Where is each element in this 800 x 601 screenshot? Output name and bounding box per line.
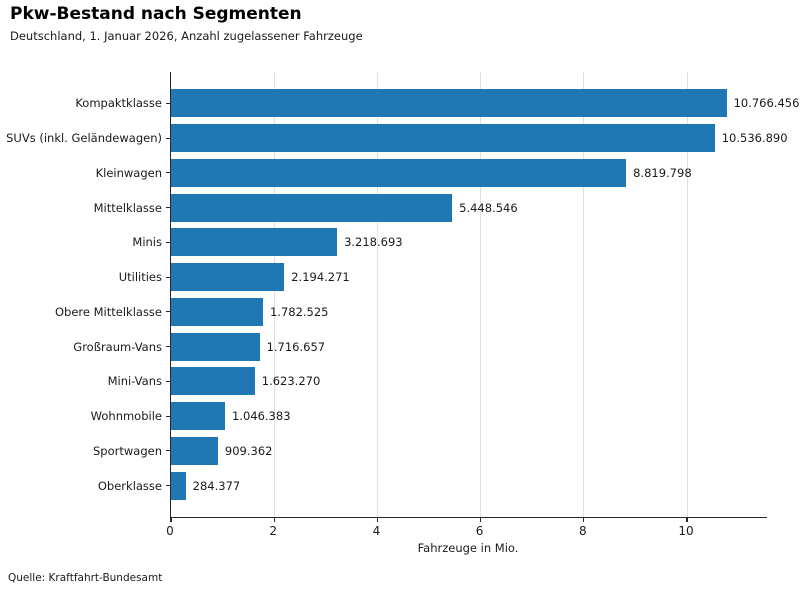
x-tick-label: 4 [372,524,381,538]
source-note: Quelle: Kraftfahrt-Bundesamt [8,572,163,584]
y-tick-mark [166,241,171,243]
x-tick-mark [686,517,688,522]
category-label: Mini-Vans [107,374,162,389]
x-tick-label: 8 [578,524,587,538]
x-tick-mark [480,517,482,522]
x-tick-label: 10 [678,524,694,538]
y-tick-mark [166,346,171,348]
bar [171,297,263,326]
x-tick-label: 2 [269,524,278,538]
bar [171,471,186,500]
y-tick-mark [166,137,171,139]
y-tick-mark [166,276,171,278]
plot-area [166,72,767,522]
category-label: Mittelklasse [93,200,162,215]
category-label: Minis [132,235,162,250]
value-label: 8.819.798 [633,165,692,180]
y-tick-mark [166,172,171,174]
x-axis-label: Fahrzeuge in Mio. [417,541,519,555]
value-label: 5.448.546 [459,200,518,215]
y-tick-mark [166,102,171,104]
y-tick-mark [166,485,171,487]
value-label: 284.377 [192,478,241,493]
category-label: Kompaktklasse [75,96,162,111]
category-label: Wohnmobile [90,409,162,424]
value-label: 1.046.383 [231,409,291,424]
value-label: 2.194.271 [291,270,350,285]
x-tick-mark [583,517,585,522]
y-tick-mark [166,207,171,209]
category-label: SUVs (inkl. Geländewagen) [6,131,162,146]
gridline [583,72,585,517]
bar [171,89,727,118]
gridline [376,72,378,517]
value-label: 3.218.693 [344,235,403,250]
bar [171,402,225,431]
value-label: 10.766.456 [733,96,800,111]
x-tick-mark [376,517,378,522]
value-label: 1.623.270 [261,374,321,389]
bar [171,367,255,396]
y-tick-mark [166,450,171,452]
category-label: Kleinwagen [95,165,162,180]
y-tick-mark [166,311,171,313]
x-tick-mark [170,517,172,522]
x-tick-mark [273,517,275,522]
category-label: Großraum-Vans [73,339,162,354]
gridline [480,72,482,517]
chart-subtitle: Deutschland, 1. Januar 2026, Anzahl zuge… [10,29,363,43]
category-label: Utilities [118,270,162,285]
category-label: Obere Mittelklasse [55,304,162,319]
bar [171,436,218,465]
y-tick-mark [166,415,171,417]
value-label: 1.716.657 [266,339,326,354]
category-label: Sportwagen [93,443,162,458]
y-tick-mark [166,380,171,382]
bar [171,332,260,361]
value-label: 1.782.525 [269,304,329,319]
bar [171,263,285,292]
bar [171,193,453,222]
gridline [273,72,275,517]
bar [171,158,627,187]
value-label: 909.362 [224,443,273,458]
value-label: 10.536.890 [721,131,788,146]
gridline [686,72,688,517]
x-tick-label: 6 [475,524,484,538]
bar [171,124,715,153]
chart-title: Pkw-Bestand nach Segmenten [10,4,302,24]
category-label: Oberklasse [97,478,162,493]
bar [171,228,338,257]
x-tick-label: 0 [166,524,174,538]
